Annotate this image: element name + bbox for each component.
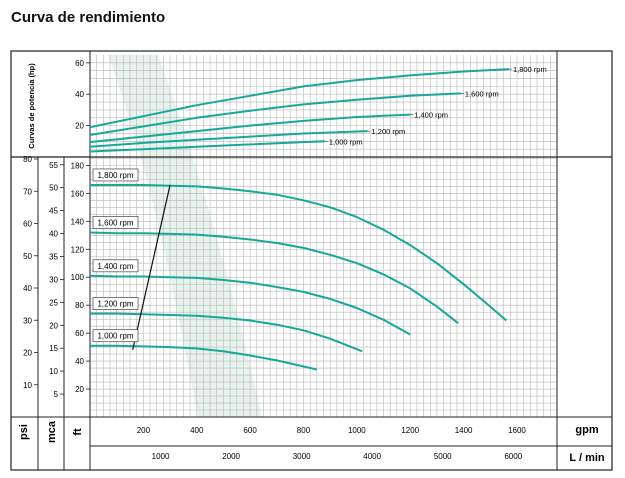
power-curve-label: 1,200 rpm: [372, 127, 406, 136]
power-curve-1000: [89, 140, 325, 153]
head-label-box: [92, 216, 139, 229]
psi-axis-label: psi: [18, 424, 30, 440]
head-curve-1200: [90, 312, 363, 353]
psi-tick-label: 70: [23, 187, 32, 196]
mca-tick-label: 15: [49, 344, 58, 353]
psi-tick-label: 80: [23, 155, 32, 164]
power-curve-1200: [89, 130, 368, 148]
gpm-tick-label: 400: [190, 426, 204, 435]
psi-tick-label: 10: [23, 381, 32, 390]
lmin-tick-label: 2000: [222, 452, 240, 461]
mca-tick-label: 25: [49, 298, 58, 307]
lmin-tick-label: 3000: [293, 452, 311, 461]
lmin-axis-label: L / min: [569, 452, 605, 464]
psi-tick-label: 20: [23, 349, 32, 358]
power-tick-label: 20: [75, 122, 84, 131]
ft-tick-label: 20: [75, 385, 84, 394]
ft-tick-label: 80: [75, 301, 84, 310]
gpm-tick-label: 200: [137, 426, 151, 435]
watermark-stroke: [108, 55, 262, 417]
mca-tick-label: 45: [49, 207, 58, 216]
watermark: [108, 55, 262, 417]
power-curve-1400: [89, 113, 411, 144]
gpm-tick-label: 600: [243, 426, 257, 435]
outer-frame: [10, 50, 613, 471]
ft-tick-label: 40: [75, 357, 84, 366]
head-label-box: [92, 259, 139, 273]
head-curve-label: 1,400 rpm: [97, 262, 133, 271]
psi-tick-label: 60: [23, 220, 32, 229]
head-curve-label: 1,200 rpm: [97, 300, 133, 309]
lmin-tick-label: 6000: [504, 452, 522, 461]
power-curve-label: 1,400 rpm: [414, 111, 448, 120]
mca-tick-label: 35: [49, 252, 58, 261]
bep-line: [132, 184, 171, 351]
lmin-tick-label: 1000: [152, 452, 170, 461]
mca-tick-label: 50: [49, 184, 58, 193]
frame: [10, 50, 613, 471]
head-curve-label: 1,800 rpm: [97, 171, 133, 180]
mca-tick-label: 20: [49, 321, 58, 330]
mca-tick-label: 40: [49, 230, 58, 239]
mca-tick-label: 55: [49, 161, 58, 170]
ft-tick-label: 160: [71, 189, 85, 198]
head-curve-label: 1,000 rpm: [97, 332, 133, 341]
axes: Curvas de potencia (hp) 20 40 60 20 40 60 80 100…: [18, 59, 605, 464]
gpm-tick-label: 1000: [348, 426, 366, 435]
head-curve-1000: [90, 344, 318, 371]
psi-tick-label: 50: [23, 252, 32, 261]
mca-tick-label: 5: [54, 390, 59, 399]
ft-tick-label: 180: [71, 161, 85, 170]
power-curve-1800: [89, 68, 510, 129]
power-curve-1600: [89, 92, 461, 136]
power-curve-label: 1,000 rpm: [329, 137, 363, 146]
mca-axis-label: mca: [46, 420, 58, 443]
head-curve-1600: [89, 231, 459, 325]
head-label-box: [92, 297, 139, 310]
curves: [89, 68, 510, 371]
gpm-tick-label: 800: [297, 426, 311, 435]
mca-tick-label: 10: [49, 367, 58, 376]
gpm-tick-label: 1600: [508, 426, 526, 435]
lmin-tick-label: 4000: [363, 452, 381, 461]
ft-tick-label: 60: [75, 329, 84, 338]
page-title: Curva de rendimiento: [11, 9, 166, 26]
grid: [90, 55, 557, 417]
power-axis-label: Curvas de potencia (hp): [27, 63, 36, 149]
psi-tick-label: 40: [23, 284, 32, 293]
gpm-axis-label: gpm: [575, 424, 598, 436]
ft-tick-label: 140: [71, 217, 85, 226]
head-curve-1400: [89, 274, 411, 336]
curve-labels: 1,800 rpm 1,600 rpm 1,400 rpm 1,200 rpm 1,00…: [92, 65, 547, 343]
head-label-box: [92, 329, 139, 343]
gpm-tick-label: 1200: [401, 426, 419, 435]
psi-tick-label: 30: [23, 316, 32, 325]
ft-axis-label: ft: [72, 428, 84, 436]
head-curve-1800: [90, 184, 507, 322]
gpm-tick-label: 1400: [455, 426, 473, 435]
power-tick-label: 40: [75, 90, 84, 99]
power-tick-label: 60: [75, 59, 84, 68]
power-curve-label: 1,600 rpm: [465, 89, 499, 98]
mca-tick-label: 30: [49, 275, 58, 284]
ft-tick-label: 120: [71, 245, 85, 254]
head-curve-label: 1,600 rpm: [97, 218, 133, 227]
lmin-tick-label: 5000: [434, 452, 452, 461]
head-label-box: [92, 168, 139, 182]
ft-tick-label: 100: [71, 273, 85, 282]
power-curve-label: 1,800 rpm: [513, 65, 547, 74]
